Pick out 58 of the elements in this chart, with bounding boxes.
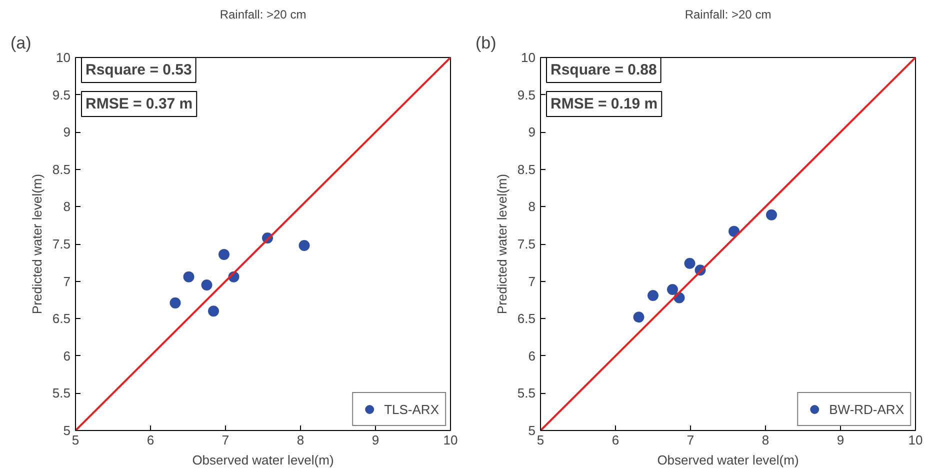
annotation: Rsquare = 0.88 <box>550 62 657 78</box>
y-tick-label: 10 <box>56 50 71 65</box>
x-tick-label: 9 <box>836 432 844 448</box>
y-tick-label: 6.5 <box>52 311 71 326</box>
point <box>170 297 181 308</box>
y-tick-label: 7 <box>63 274 71 289</box>
x-tick-label: 8 <box>296 432 304 448</box>
chart-title: Rainfall: >20 cm <box>684 8 772 22</box>
point <box>218 248 230 260</box>
y-tick-label: 7.5 <box>517 236 536 252</box>
chart-title: Rainfall: >20 cm <box>220 8 306 22</box>
point <box>208 306 219 317</box>
x-tick-label: 8 <box>762 432 770 448</box>
y-tick-label: 8 <box>63 199 71 214</box>
x-tick-label: 7 <box>222 432 230 448</box>
y-tick-label: 8.5 <box>517 162 536 177</box>
x-tick-label: 6 <box>146 432 154 448</box>
point <box>766 209 777 220</box>
y-axis-title: Predicted water level(m) <box>29 174 44 314</box>
y-tick-label: 6.5 <box>517 311 536 326</box>
point <box>684 258 696 269</box>
x-tick-label: 9 <box>372 432 380 448</box>
y-tick-label: 6 <box>528 348 536 364</box>
y-tick-label: 8 <box>528 199 536 214</box>
x-tick-label: 10 <box>443 432 458 448</box>
y-tick-label: 8.5 <box>52 162 71 177</box>
y-tick-label: 7.5 <box>52 236 71 252</box>
y-tick-label: 9.5 <box>52 87 71 102</box>
x-tick-label: 7 <box>686 432 694 448</box>
y-tick-label: 5.5 <box>517 386 536 401</box>
point <box>298 240 310 251</box>
x-axis-title: Observed water level(m) <box>192 452 334 468</box>
legend-label: BW-RD-ARX <box>829 402 904 416</box>
x-axis-title: Observed water level(m) <box>657 452 799 468</box>
text: (a) <box>10 34 32 52</box>
y-tick-label: 9 <box>63 124 71 140</box>
x-tick-label: 6 <box>612 432 620 448</box>
y-tick-label: 5 <box>528 423 536 438</box>
point <box>667 284 678 295</box>
x-tick-label: 10 <box>908 432 923 448</box>
text: (b) <box>476 34 496 52</box>
y-tick-label: 6 <box>63 348 71 364</box>
point <box>201 280 212 291</box>
y-tick-label: 9 <box>528 124 536 140</box>
point <box>728 226 740 237</box>
y-tick-label: 9.5 <box>517 87 536 102</box>
y-tick-label: 10 <box>521 50 536 65</box>
annotation: RMSE = 0.19 m <box>550 96 658 112</box>
point <box>633 312 644 323</box>
point <box>183 271 194 282</box>
y-tick-label: 5.5 <box>52 386 71 401</box>
y-tick-label: 5 <box>63 423 71 438</box>
y-tick-label: 7 <box>528 274 536 289</box>
annotation: Rsquare = 0.53 <box>86 62 192 78</box>
point <box>648 290 658 301</box>
legend-label: TLS-ARX <box>384 402 439 416</box>
annotation: RMSE = 0.37 m <box>86 96 193 112</box>
y-axis-title: Predicted water level(m) <box>494 174 510 314</box>
